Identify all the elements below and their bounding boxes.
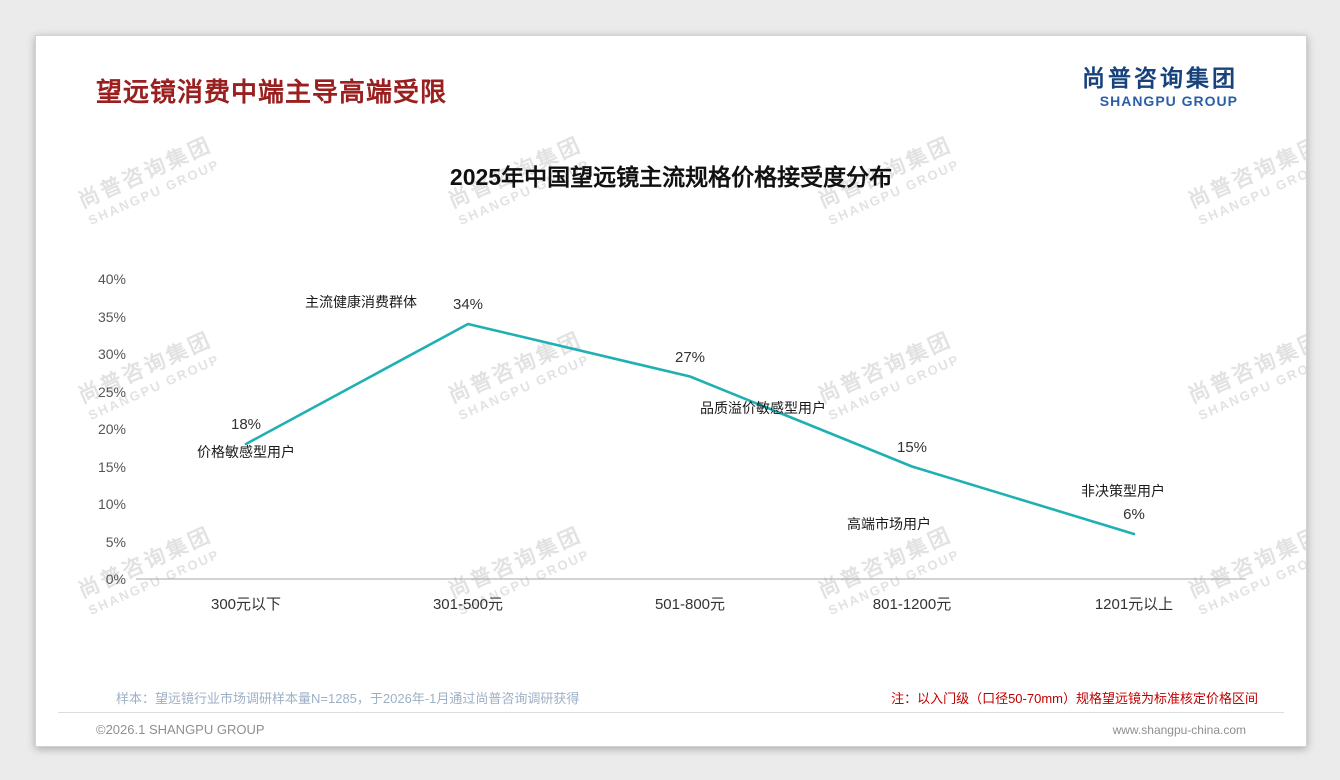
segment-annotation: 价格敏感型用户: [197, 444, 295, 460]
company-logo: 尚普咨询集团 SHANGPU GROUP: [1082, 64, 1238, 110]
data-point-label: 6%: [1123, 506, 1145, 523]
footer-bar: ©2026.1 SHANGPU GROUP www.shangpu-china.…: [58, 712, 1284, 746]
y-axis-tick-label: 15%: [97, 458, 126, 475]
data-point-label: 15%: [896, 438, 928, 456]
price-acceptance-line: [244, 322, 1136, 536]
data-point-label: 27%: [674, 348, 706, 366]
y-axis-tick-label: 5%: [105, 533, 126, 550]
note-footnote: 注：以入门级（口径50-70mm）规格望远镜为标准核定价格区间: [891, 691, 1258, 706]
x-axis-category-label: 300元以下: [210, 596, 282, 613]
chart-title: 2025年中国望远镜主流规格价格接受度分布: [449, 164, 893, 190]
x-axis-category-label: 801-1200元: [872, 596, 952, 613]
segment-annotation: 品质溢价敏感型用户: [700, 399, 826, 416]
segment-annotation: 高端市场用户: [847, 515, 931, 532]
slide-card: 尚普咨询集团 SHANGPU GROUP 尚普咨询集团 SHANGPU GROUP 尚普…: [35, 35, 1307, 747]
y-axis-tick-label: 40%: [97, 271, 126, 287]
segment-annotation: 主流健康消费群体: [305, 294, 417, 310]
sample-footnote: 样本：望远镜行业市场调研样本量N=1285，于2026年-1月通过尚普咨询调研获…: [116, 691, 580, 706]
y-axis-tick-label: 25%: [97, 383, 126, 400]
y-axis-tick-label: 30%: [97, 346, 126, 362]
logo-english-name: SHANGPU GROUP: [1099, 92, 1238, 109]
page-title: 望远镜消费中端主导高端受限: [96, 77, 448, 107]
y-axis-tick-label: 0%: [105, 571, 126, 587]
x-axis-category-label: 301-500元: [432, 596, 504, 613]
acceptance-line-plot: [136, 322, 1246, 580]
footer-website: www.shangpu-china.com: [1112, 723, 1246, 737]
segment-annotation: 非决策型用户: [1081, 483, 1165, 499]
logo-chinese-name: 尚普咨询集团: [1082, 65, 1238, 91]
x-axis-category-label: 1201元以上: [1094, 596, 1174, 613]
y-axis-tick-label: 10%: [97, 496, 126, 512]
line-chart: 0% 5% 10% 15% 20% 25% 30% 35% 40% 300元以下 301-500元 5…: [81, 261, 1281, 631]
footer-copyright: ©2026.1 SHANGPU GROUP: [96, 722, 265, 737]
y-axis-tick-label: 35%: [97, 308, 126, 325]
data-point-label: 34%: [452, 296, 484, 313]
data-point-label: 18%: [230, 416, 262, 433]
y-axis-tick-label: 20%: [97, 421, 126, 437]
slide-content: 望远镜消费中端主导高端受限 尚普咨询集团 SHANGPU GROUP 2025年…: [36, 36, 1306, 746]
x-axis-category-label: 501-800元: [654, 596, 726, 613]
